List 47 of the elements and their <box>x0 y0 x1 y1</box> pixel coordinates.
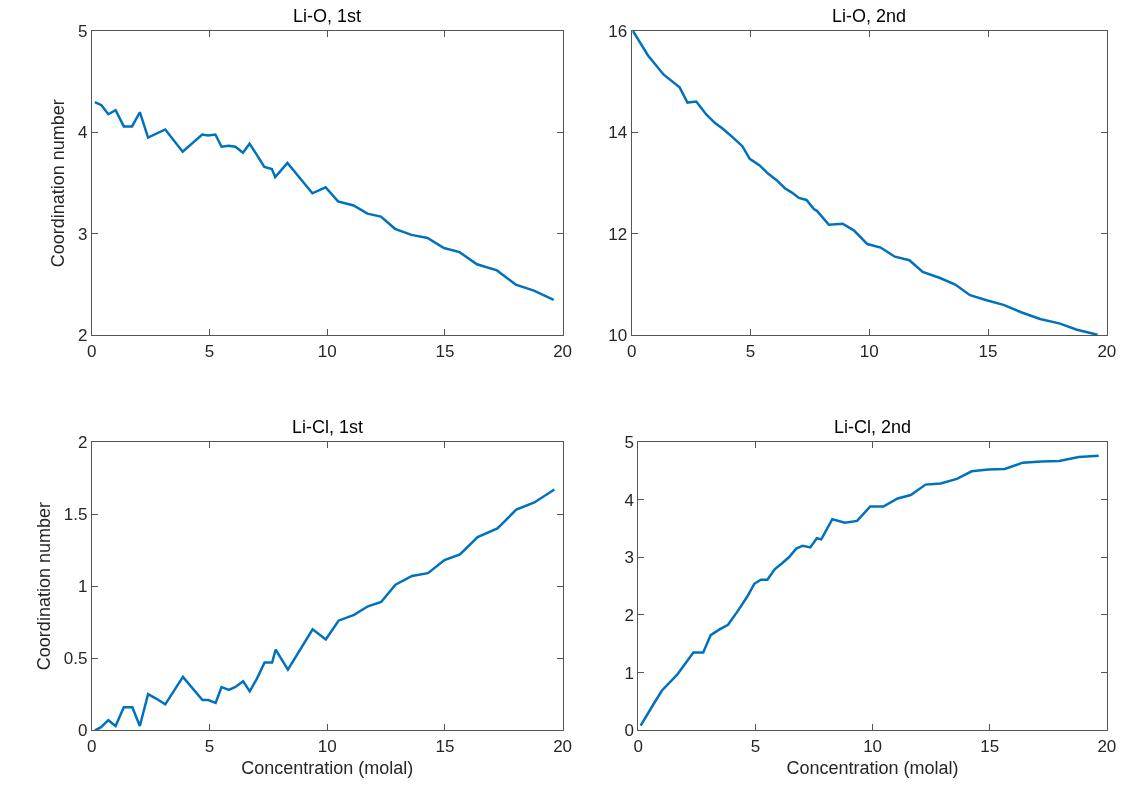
y-tick-label: 4 <box>77 123 88 143</box>
y-axis-title: Coordination number <box>48 99 69 268</box>
y-tick-label: 3 <box>624 548 634 568</box>
y-tick-label: 1 <box>77 577 88 597</box>
x-tick-label: 5 <box>750 736 761 756</box>
x-tick-label: 10 <box>317 341 337 361</box>
y-tick-label: 3 <box>77 224 88 244</box>
line-series <box>639 454 1100 727</box>
y-tick-label: 4 <box>624 490 634 510</box>
y-tick-label: 2 <box>77 326 88 346</box>
y-tick-label: 2 <box>77 432 88 452</box>
chart-title: Li-Cl, 1st <box>292 417 364 437</box>
y-tick-label: 1 <box>624 663 634 683</box>
x-tick-label: 5 <box>204 736 215 756</box>
x-tick-label: 5 <box>745 341 756 361</box>
line-series <box>93 488 556 731</box>
x-tick-label: 10 <box>863 736 883 756</box>
x-tick-label: 5 <box>204 341 215 361</box>
y-tick-label: 2 <box>624 605 634 625</box>
chart-title: Li-Cl, 2nd <box>834 417 912 437</box>
x-tick-label: 10 <box>859 341 879 361</box>
x-tick-label: 15 <box>435 341 455 361</box>
y-tick-label: 14 <box>608 123 628 143</box>
y-tick-label: 16 <box>608 22 628 42</box>
line-series <box>93 100 555 302</box>
y-axis-title: Coordination number <box>33 502 54 671</box>
y-tick-label: 12 <box>608 224 628 244</box>
x-tick-label: 10 <box>317 736 337 756</box>
x-tick-label: 20 <box>553 736 573 756</box>
y-tick-label: 0 <box>77 721 88 741</box>
chart-title: Li-O, 2nd <box>832 6 907 26</box>
x-axis-title: Concentration (molal) <box>241 757 414 778</box>
line-series <box>631 31 1099 336</box>
chart-title: Li-O, 1st <box>293 6 362 26</box>
x-tick-label: 15 <box>435 736 455 756</box>
y-tick-label: 10 <box>608 326 628 346</box>
x-tick-label: 20 <box>553 341 573 361</box>
x-axis-title: Concentration (molal) <box>786 757 959 778</box>
x-tick-label: 20 <box>1097 736 1117 756</box>
y-tick-label: 0 <box>624 721 634 741</box>
y-tick-label: 5 <box>77 22 88 42</box>
y-tick-label: 1.5 <box>63 504 88 524</box>
x-tick-label: 15 <box>978 341 998 361</box>
y-tick-label: 0.5 <box>63 649 88 669</box>
x-tick-label: 15 <box>980 736 1000 756</box>
x-tick-label: 20 <box>1097 341 1117 361</box>
y-tick-label: 5 <box>624 432 634 452</box>
